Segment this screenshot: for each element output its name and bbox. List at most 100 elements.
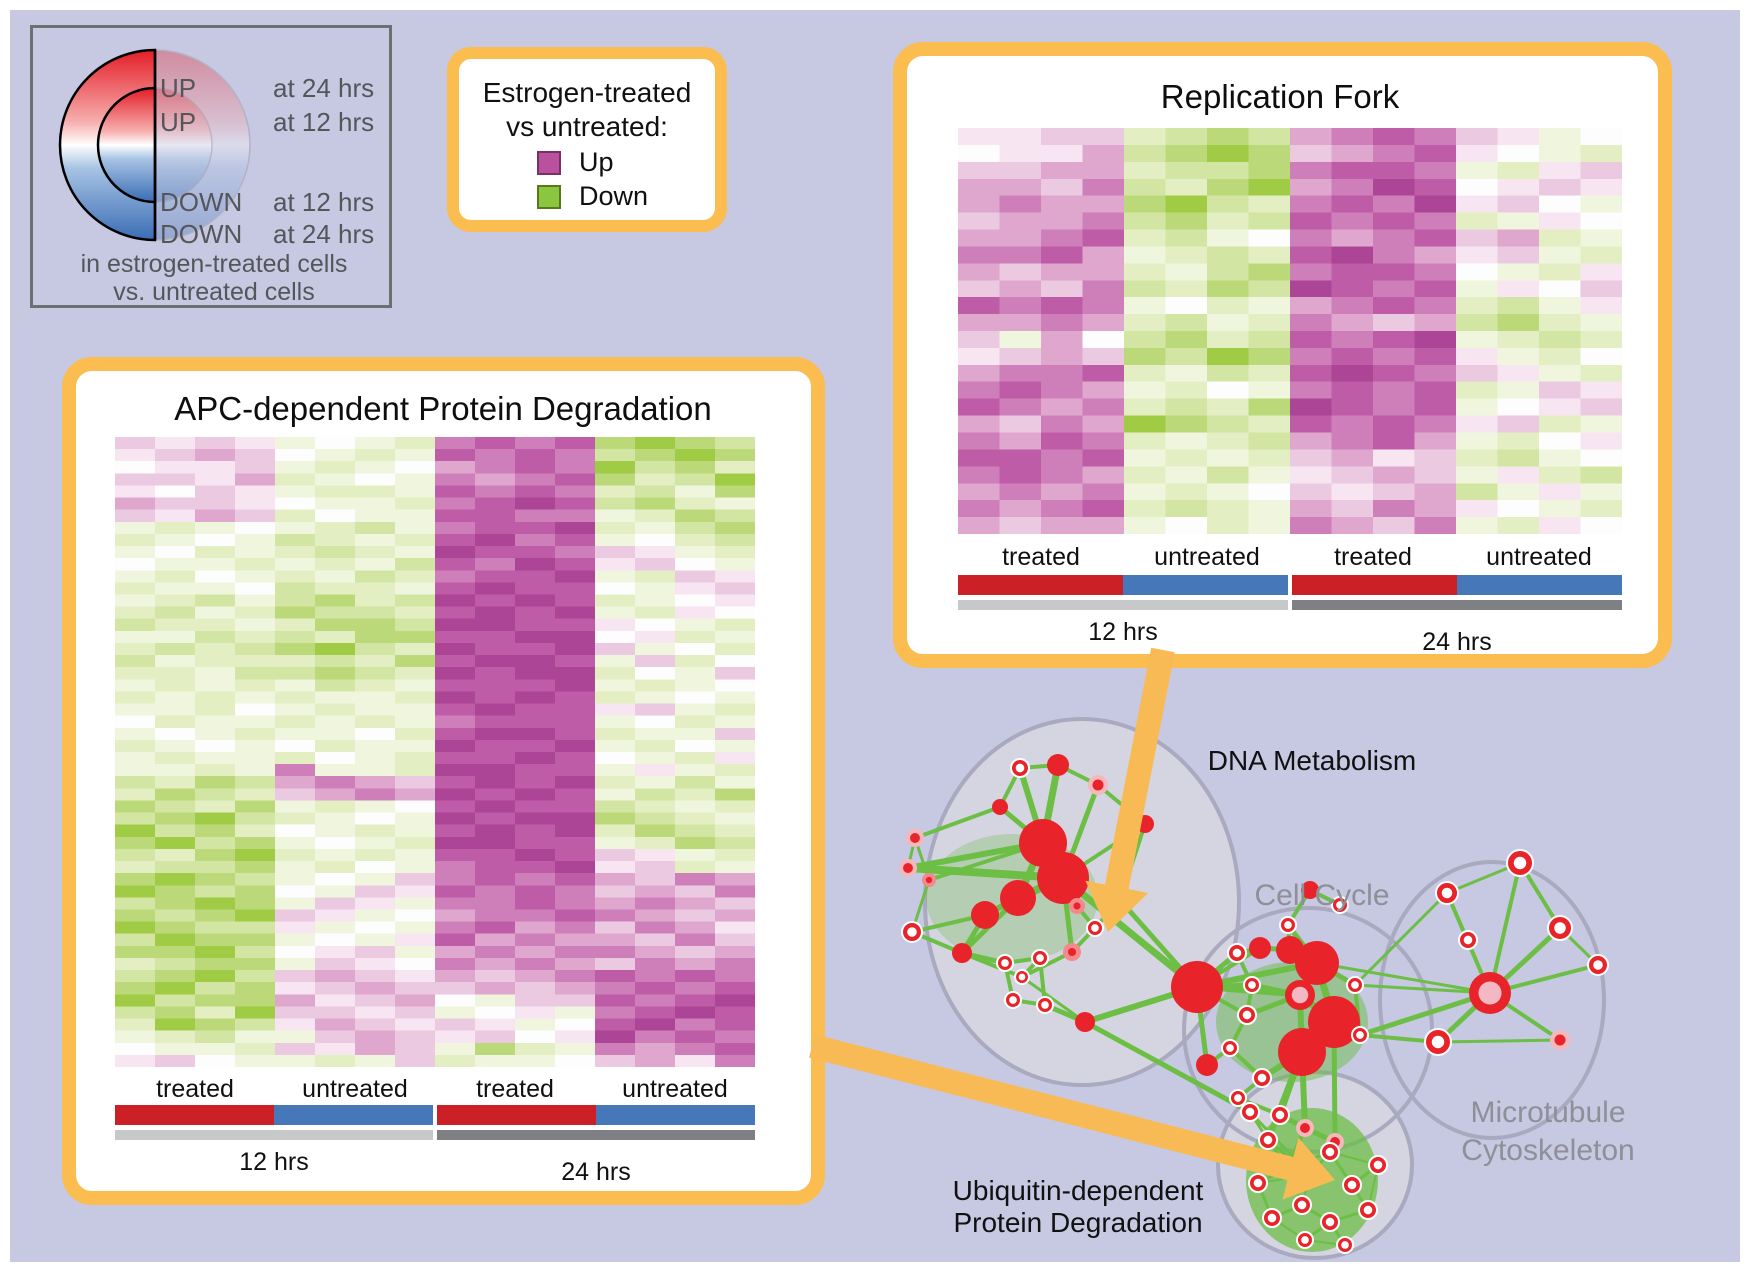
heatmap-cell — [475, 970, 516, 983]
heatmap-cell — [1082, 415, 1125, 433]
heatmap-cell — [1082, 178, 1125, 197]
heatmap-cell — [635, 642, 676, 656]
heatmap-cell — [155, 437, 196, 450]
heatmap-cell — [475, 1042, 516, 1056]
heatmap-cell — [958, 347, 1001, 366]
heatmap-cell — [1580, 432, 1622, 450]
heatmap-cell — [1456, 398, 1499, 416]
heatmap-cell — [395, 558, 436, 571]
heatmap-cell — [1373, 314, 1416, 332]
heatmap-cell — [999, 246, 1042, 264]
heatmap-cell — [1124, 161, 1167, 180]
heatmap-cell — [675, 957, 716, 971]
heatmap-cell — [1082, 517, 1125, 534]
heatmap-cell — [1290, 500, 1333, 518]
heatmap-cell — [635, 764, 676, 777]
heatmap-cell — [235, 739, 276, 753]
heatmap-cell — [1124, 144, 1167, 163]
heatmap-cell — [1041, 398, 1084, 416]
heatmap-cell — [595, 703, 636, 716]
heatmap-cell — [275, 1042, 316, 1056]
heatmap-cell — [1456, 381, 1499, 400]
heatmap-cell — [999, 432, 1042, 450]
heatmap-cell — [155, 957, 196, 971]
heatmap-cell — [475, 897, 516, 910]
heatmap-cell — [1207, 398, 1250, 416]
heatmap-cell — [1373, 483, 1416, 501]
heatmap-cell — [395, 485, 436, 498]
heatmap-cell — [315, 764, 356, 777]
heatmap-cell — [435, 618, 476, 632]
heatmap-cell — [675, 509, 716, 523]
heatmap-cell — [1580, 415, 1622, 433]
heatmap-cell — [595, 933, 636, 947]
heatmap-cell — [675, 933, 716, 947]
heatmap-cell — [1041, 229, 1084, 247]
heatmap-cell — [515, 630, 556, 644]
heatmap-cell — [515, 909, 556, 922]
untreated-bar — [1457, 575, 1622, 595]
heatmap-cell — [475, 449, 516, 462]
heatmap-cell — [675, 836, 716, 850]
heatmap-cell — [515, 739, 556, 753]
heatmap-cell — [595, 739, 636, 753]
heatmap-cell — [595, 546, 636, 559]
heatmap-cell — [595, 994, 636, 1007]
heatmap-cell — [555, 1018, 596, 1031]
color-legend-title-line2: vs untreated: — [506, 111, 668, 142]
heatmap-cell — [515, 776, 556, 789]
heatmap-cell — [1290, 144, 1333, 163]
heatmap-cell — [675, 437, 716, 450]
heatmap-cell — [1207, 381, 1250, 400]
ring-row-time: at 24 hrs — [273, 73, 375, 103]
heatmap-cell — [1165, 432, 1208, 450]
heatmap-cell — [1414, 263, 1457, 281]
heatmap-cell — [715, 945, 755, 959]
heatmap-cell — [595, 945, 636, 959]
heatmap-cell — [958, 144, 1001, 163]
heatmap-cell — [395, 1018, 436, 1031]
heatmap-cell — [155, 558, 196, 571]
heatmap-cell — [195, 836, 236, 850]
heatmap-cell — [475, 521, 516, 535]
heatmap-cell — [1207, 331, 1250, 349]
heatmap-cell — [195, 1054, 236, 1067]
heatmap-cell — [435, 824, 476, 838]
heatmap-cell — [635, 449, 676, 462]
heatmap-cell — [355, 461, 396, 474]
heatmap-cell — [435, 655, 476, 668]
heatmap-cell — [715, 667, 755, 680]
heatmap-cell — [115, 533, 156, 547]
heatmap-cell — [1497, 415, 1540, 433]
heatmap-cell — [155, 582, 196, 595]
replication-fork-heatmap — [958, 128, 1622, 534]
heatmap-cell — [155, 570, 196, 583]
heatmap-cell — [1082, 398, 1125, 416]
heatmap-cell — [675, 994, 716, 1007]
heatmap-cell — [675, 570, 716, 583]
heatmap-cell — [1331, 263, 1374, 281]
heatmap-cell — [195, 788, 236, 801]
heatmap-cell — [555, 982, 596, 995]
heatmap-cell — [1248, 483, 1291, 501]
heatmap-cell — [675, 715, 716, 729]
heatmap-cell — [395, 715, 436, 729]
heatmap-cell — [275, 630, 316, 644]
heatmap-cell — [515, 824, 556, 838]
heatmap-cell — [715, 449, 755, 462]
heatmap-cell — [715, 861, 755, 874]
heatmap-cell — [1124, 331, 1167, 349]
heatmap-cell — [195, 473, 236, 486]
heatmap-cell — [1497, 195, 1540, 213]
heatmap-cell — [195, 764, 236, 777]
heatmap-cell — [515, 618, 556, 632]
heatmap-cell — [515, 752, 556, 765]
heatmap-cell — [595, 1054, 636, 1067]
heatmap-cell — [355, 739, 396, 753]
heatmap-cell — [595, 606, 636, 619]
heatmap-cell — [355, 970, 396, 983]
heatmap-cell — [958, 263, 1001, 281]
heatmap-cell — [115, 957, 156, 971]
heatmap-cell — [315, 776, 356, 789]
heatmap-cell — [1082, 483, 1125, 501]
